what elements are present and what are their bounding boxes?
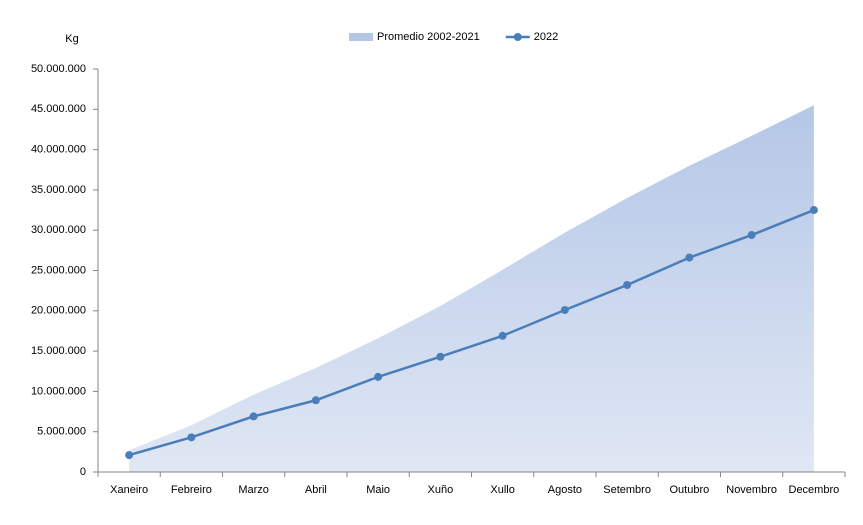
- x-tick-label: Setembro: [603, 484, 651, 496]
- point: [187, 433, 196, 442]
- y-tick-label: 15.000.000: [31, 345, 86, 357]
- point: [125, 451, 134, 460]
- x-tick-label: Outubro: [670, 484, 710, 496]
- point: [249, 412, 258, 421]
- y-tick-label: 50.000.000: [31, 63, 86, 75]
- y-tick-label: 10.000.000: [31, 385, 86, 397]
- x-tick-label: Xaneiro: [110, 484, 148, 496]
- x-tick-label: Maio: [366, 484, 390, 496]
- point: [311, 396, 320, 405]
- x-tick-label: Decembro: [789, 484, 840, 496]
- area: [129, 105, 814, 473]
- legend: Promedio 2002-2021 2022: [349, 31, 558, 43]
- x-tick-label: Febreiro: [171, 484, 212, 496]
- y-tick-label: 40.000.000: [31, 144, 86, 156]
- point: [374, 372, 383, 381]
- y-tick-label: 35.000.000: [31, 184, 86, 196]
- legend-swatch: [513, 33, 522, 41]
- point: [498, 331, 507, 340]
- point: [560, 305, 569, 314]
- y-tick-label: 45.000.000: [31, 103, 86, 115]
- y-tick-label: 5.000.000: [37, 426, 86, 438]
- point: [436, 352, 445, 361]
- legend-label: Promedio 2002-2021: [377, 31, 480, 43]
- x-tick-label: Xuño: [428, 484, 454, 496]
- x-tick-label: Agosto: [548, 484, 582, 496]
- y-tick-label: 0: [80, 466, 86, 478]
- y-tick-label: 20.000.000: [31, 305, 86, 317]
- line: [128, 208, 815, 457]
- legend-swatch: [349, 33, 373, 41]
- point: [623, 281, 632, 290]
- x-tick-label: Novembro: [726, 484, 777, 496]
- y-tick-label: 30.000.000: [31, 224, 86, 236]
- x-tick-label: Xullo: [490, 484, 514, 496]
- x-tick-label: Marzo: [238, 484, 269, 496]
- x-tick-label: Abril: [305, 484, 327, 496]
- point: [809, 206, 818, 215]
- point: [747, 231, 756, 240]
- y-axis-label: Kg: [65, 33, 78, 45]
- legend-label: 2022: [534, 31, 558, 43]
- point: [685, 253, 694, 262]
- y-tick-label: 25.000.000: [31, 264, 86, 276]
